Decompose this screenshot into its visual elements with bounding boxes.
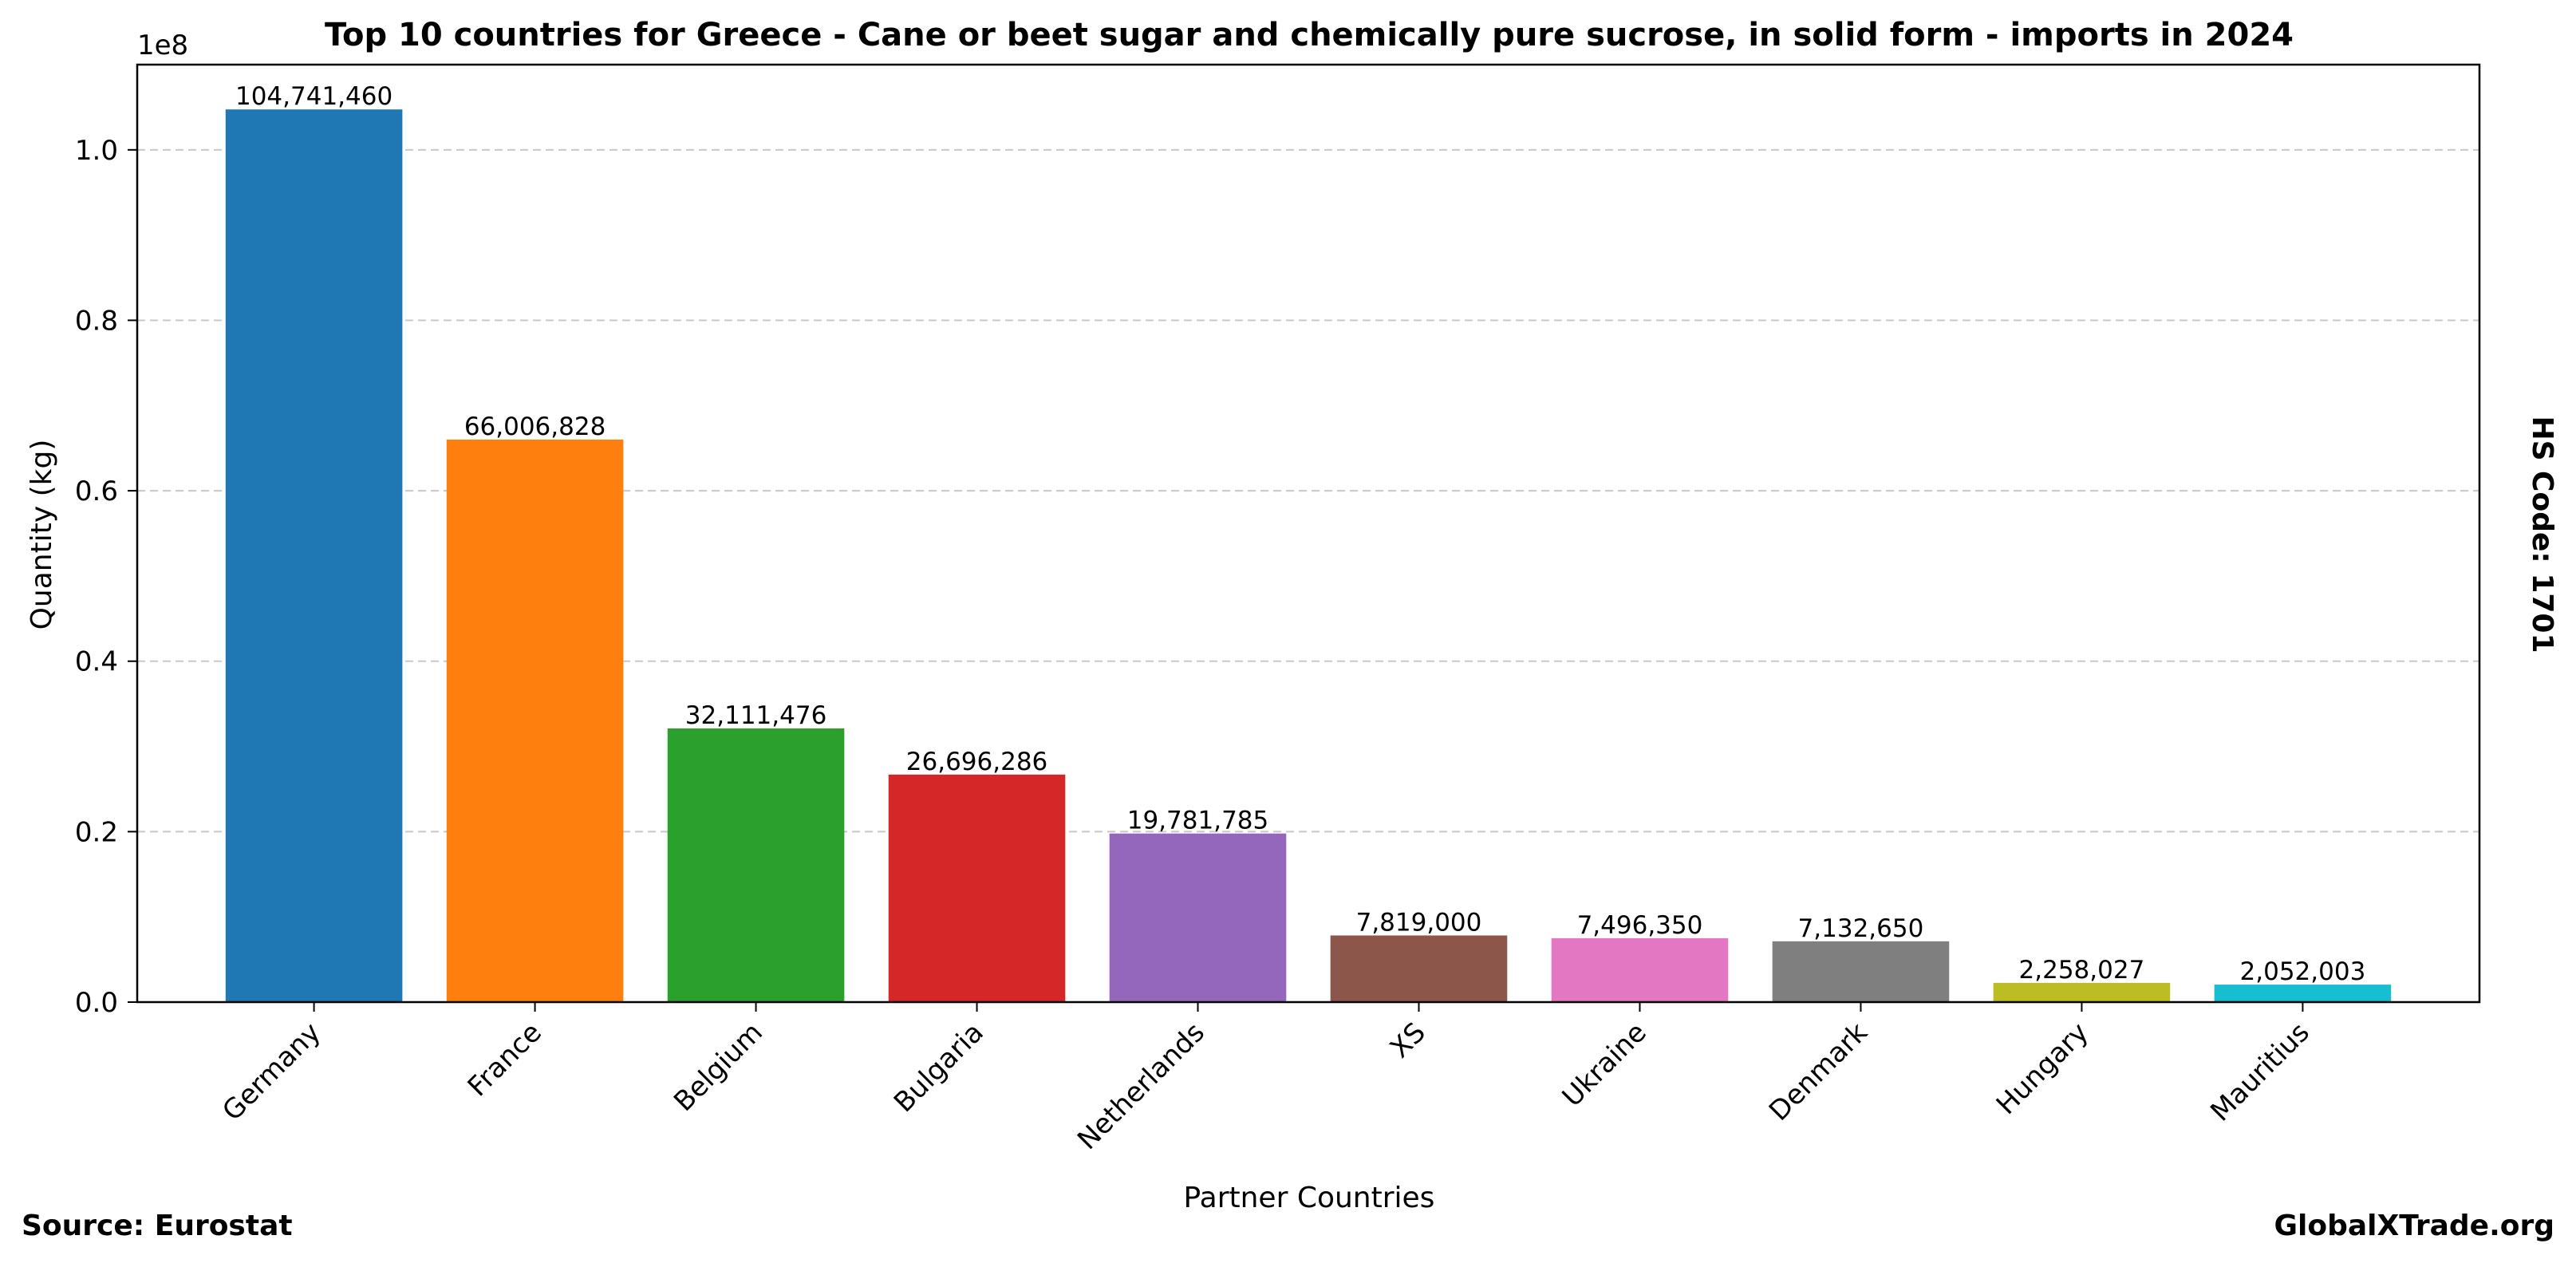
y-tick-label: 0.6 [75,476,118,507]
bar-value-label: 7,132,650 [1798,914,1924,943]
bar-value-label: 104,741,460 [235,82,393,111]
bar-bulgaria [888,774,1066,1002]
x-axis-ticks: Germany France Belgium Bulgaria Netherlands X… [216,1002,2316,1156]
bar-mauritius [2214,985,2392,1002]
bar-value-label: 26,696,286 [906,748,1048,776]
chart-title: Top 10 countries for Greece - Cane or be… [325,17,2294,53]
x-tick-label: Bulgaria [888,1016,990,1119]
bar-value-label: 2,258,027 [2019,956,2145,985]
bar-value-label: 7,819,000 [1356,908,1482,937]
x-tick-label: Mauritius [2204,1016,2315,1127]
bar-value-label: 19,781,785 [1127,807,1269,835]
plot-frame [136,63,2481,1004]
y-tick-label: 1.0 [75,135,118,167]
source-note: Source: Eurostat [22,1210,293,1242]
y-axis-offset-label: 1e8 [137,30,188,61]
bar-germany [225,109,403,1002]
x-tick-label: Hungary [1990,1016,2095,1121]
x-tick-label: Belgium [668,1016,769,1118]
bar-netherlands [1109,833,1287,1002]
y-tick-label: 0.2 [75,816,118,848]
x-tick-label: Netherlands [1071,1016,1211,1156]
bar-france [446,439,624,1002]
x-axis-title: Partner Countries [1184,1182,1435,1214]
x-tick-label: France [462,1016,548,1103]
bar-belgium [667,728,845,1002]
bar-value-labels: 104,741,460 66,006,828 32,111,476 26,696,28… [235,82,2365,986]
y-tick-label: 0.0 [75,987,118,1019]
x-tick-label: Germany [216,1016,327,1127]
x-tick-label: Ukraine [1556,1016,1653,1113]
bar-xs [1330,935,1508,1002]
bars [225,109,2392,1002]
bar-denmark [1772,941,1950,1002]
brand-note: GlobalXTrade.org [2274,1210,2554,1242]
y-tick-label: 0.4 [75,646,118,678]
bar-hungary [1993,982,2171,1002]
x-tick-label: Denmark [1763,1016,1874,1127]
y-axis-ticks: 0.0 0.2 0.4 0.6 0.8 1.0 [75,135,137,1019]
bar-value-label: 7,496,350 [1577,911,1703,940]
bar-value-label: 2,052,003 [2240,957,2366,986]
hs-code-label: HS Code: 1701 [2526,416,2558,653]
bar-value-label: 66,006,828 [464,412,606,441]
bar-ukraine [1551,937,1729,1002]
x-tick-label: XS [1384,1016,1432,1064]
bar-value-label: 32,111,476 [685,701,827,730]
y-tick-label: 0.8 [75,305,118,337]
y-axis-title: Quantity (kg) [26,440,58,630]
